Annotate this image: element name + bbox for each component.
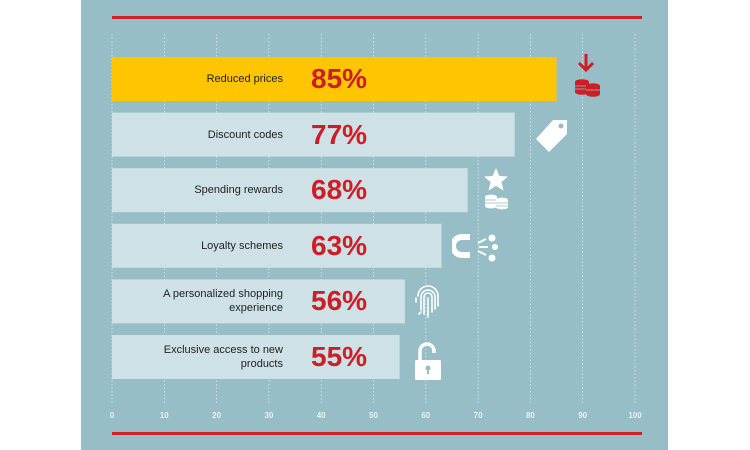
bar [112, 168, 468, 213]
bottom-rule [112, 432, 642, 435]
x-tick-label: 0 [109, 411, 115, 420]
x-tick-label: 100 [628, 411, 642, 420]
bar [112, 112, 515, 157]
bar [112, 57, 557, 101]
value-label: 63% [311, 229, 368, 261]
x-tick-label: 80 [525, 411, 535, 420]
x-tick-label: 10 [159, 411, 169, 420]
x-tick-label: 20 [212, 411, 222, 420]
value-label: 68% [311, 174, 368, 206]
price-tag-icon [536, 120, 567, 152]
bar [112, 223, 442, 268]
top-rule [112, 16, 642, 19]
bar [112, 335, 400, 379]
category-label: Spending rewards [194, 184, 283, 197]
category-label: Loyalty schemes [201, 239, 283, 252]
magnet-icon [452, 234, 498, 262]
x-tick-label: 70 [473, 411, 483, 420]
value-label: 55% [311, 341, 368, 372]
bar [112, 279, 405, 324]
open-padlock-icon [415, 342, 441, 380]
fingerprint-icon [415, 285, 439, 318]
value-label: 56% [311, 285, 368, 317]
category-label: Reduced prices [206, 73, 283, 85]
category-label: Exclusive access to new products [163, 344, 283, 370]
value-label: 85% [311, 63, 368, 94]
down-arrow-coins-icon [575, 54, 600, 97]
category-label: A personalized shopping experience [163, 288, 283, 315]
x-tick-label: 40 [316, 411, 326, 420]
star-coins-icon [484, 168, 508, 210]
value-label: 77% [311, 118, 368, 150]
x-tick-label: 50 [369, 411, 378, 420]
x-tick-label: 90 [578, 411, 588, 420]
x-tick-label: 60 [421, 411, 431, 420]
x-tick-label: 30 [264, 411, 274, 420]
category-label: Discount codes [207, 128, 283, 141]
